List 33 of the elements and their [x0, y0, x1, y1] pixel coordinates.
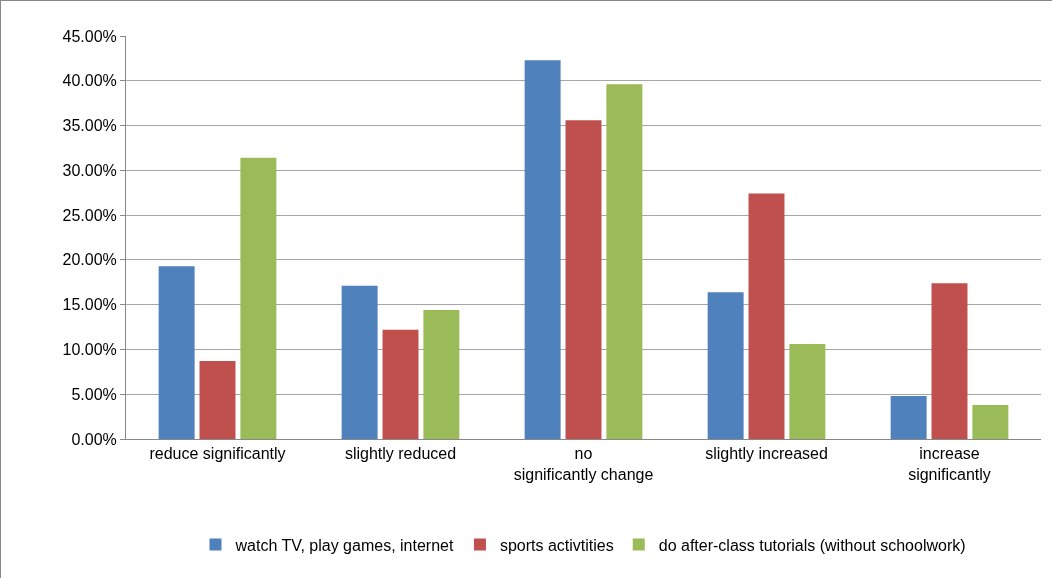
bar — [606, 84, 643, 439]
x-tick-label: no significantly change — [513, 445, 654, 483]
bar — [707, 292, 744, 439]
y-tick-label: 25.00% — [62, 206, 117, 224]
bar — [382, 329, 419, 439]
bar — [565, 120, 602, 439]
bar — [931, 283, 968, 439]
bar — [240, 157, 277, 439]
legend-label: do after-class tutorials (without schoolwork) — [658, 536, 966, 554]
x-tick-label: slightly increased — [705, 445, 828, 463]
y-tick-label: 45.00% — [62, 27, 117, 45]
bar — [789, 344, 826, 439]
y-tick-label: 35.00% — [62, 117, 117, 135]
y-tick-label: 0.00% — [71, 430, 117, 448]
bar — [748, 193, 785, 439]
x-tick-label: reduce significantly — [149, 445, 286, 463]
bar — [423, 310, 460, 439]
bar — [199, 361, 236, 439]
legend-label: watch TV, play games, internet — [234, 536, 454, 554]
y-tick-label: 30.00% — [62, 161, 117, 179]
bar — [341, 285, 378, 439]
legend-label: sports activtities — [499, 536, 614, 554]
bar — [158, 266, 195, 439]
x-tick-label: increase significantly — [908, 445, 991, 483]
x-tick-label: slightly reduced — [344, 445, 457, 463]
y-tick-label: 20.00% — [62, 251, 117, 269]
y-tick-label: 10.00% — [62, 341, 117, 359]
y-tick-label: 15.00% — [62, 296, 117, 314]
y-tick-label: 40.00% — [62, 72, 117, 90]
bar — [890, 396, 927, 439]
bar — [972, 404, 1009, 439]
bar — [524, 60, 561, 439]
y-tick-label: 5.00% — [71, 385, 117, 403]
